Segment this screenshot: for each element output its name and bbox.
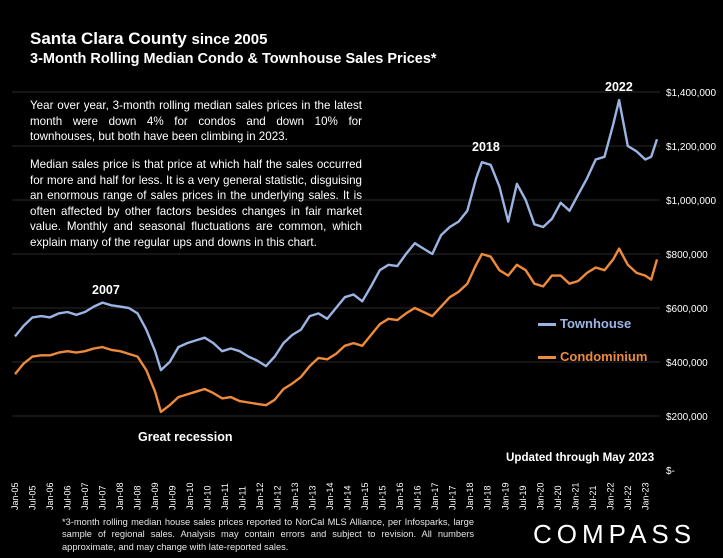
annotation-2018: 2018 <box>472 140 500 154</box>
legend-townhouse: Townhouse <box>538 316 631 331</box>
x-tick-label: Jan-13 <box>290 482 300 510</box>
x-tick-label: Jan-10 <box>185 482 195 510</box>
x-tick-label: Jul-18 <box>483 485 493 510</box>
chart-subtitle: 3-Month Rolling Median Condo & Townhouse… <box>30 51 437 67</box>
x-tick-label: Jan-18 <box>465 482 475 510</box>
x-tick-label: Jan-09 <box>150 482 160 510</box>
x-tick-label: Jul-22 <box>623 485 633 510</box>
y-tick-label: $400,000 <box>666 358 708 369</box>
x-tick-label: Jul-15 <box>378 485 388 510</box>
footnote: *3-month rolling median house sales pric… <box>62 517 474 552</box>
chart-title: Santa Clara County since 2005 <box>30 29 268 48</box>
x-tick-label: Jan-07 <box>80 482 90 510</box>
x-tick-label: Jan-23 <box>640 482 650 510</box>
x-tick-label: Jul-17 <box>448 485 458 510</box>
x-tick-label: Jan-17 <box>430 482 440 510</box>
x-tick-label: Jul-07 <box>98 485 108 510</box>
y-axis-tick-labels: $- $200,000 $400,000 $600,000 $800,000 $1,000… <box>666 88 716 477</box>
series-line-condominium <box>14 247 659 414</box>
y-tick-label: $600,000 <box>666 304 708 315</box>
x-tick-label: Jan-16 <box>395 482 405 510</box>
updated-note: Updated through May 2023 <box>506 451 655 464</box>
x-tick-label: Jul-12 <box>273 485 283 510</box>
x-tick-label: Jan-08 <box>115 482 125 510</box>
x-tick-label: Jan-11 <box>220 483 230 510</box>
x-tick-label: Jan-20 <box>535 482 545 510</box>
x-tick-label: Jul-11 <box>238 486 248 510</box>
x-tick-label: Jan-15 <box>360 482 370 510</box>
series-line-townhouse <box>14 98 659 372</box>
y-tick-label: $1,400,000 <box>666 88 716 99</box>
y-tick-label: $1,000,000 <box>666 196 716 207</box>
annotation-2022: 2022 <box>605 80 633 94</box>
summary-paragraph: Year over year, 3-month rolling median s… <box>30 99 362 144</box>
x-tick-label: Jul-09 <box>168 485 178 510</box>
x-tick-label: Jul-19 <box>518 485 528 510</box>
x-tick-label: Jan-19 <box>500 482 510 510</box>
y-tick-label: $- <box>666 466 675 477</box>
x-tick-label: Jan-12 <box>255 482 265 510</box>
x-tick-label: Jan-05 <box>10 482 20 510</box>
x-tick-label: Jul-10 <box>203 485 213 510</box>
x-axis-tick-labels: Jan-05 Jul-05 Jan-06 Jul-06 Jan-07 Jul-07 Jan-… <box>10 482 650 510</box>
series-lines <box>14 98 659 414</box>
x-tick-label: Jul-13 <box>308 485 318 510</box>
x-tick-label: Jul-16 <box>413 485 423 510</box>
y-tick-label: $1,200,000 <box>666 142 716 153</box>
x-tick-label: Jan-22 <box>605 482 615 510</box>
y-tick-label: $200,000 <box>666 412 708 423</box>
legend-swatch-condominium <box>538 356 556 360</box>
x-tick-label: Jul-06 <box>63 485 73 510</box>
x-tick-label: Jul-20 <box>553 485 563 510</box>
x-tick-label: Jul-14 <box>343 485 353 510</box>
x-tick-label: Jul-21 <box>588 485 598 510</box>
x-tick-label: Jan-14 <box>325 482 335 510</box>
x-tick-label: Jan-06 <box>45 482 55 510</box>
annotation-great-recession: Great recession <box>138 430 233 444</box>
x-tick-label: Jul-05 <box>28 485 38 510</box>
legend-condominium: Condominium <box>538 349 647 364</box>
legend-swatch-townhouse <box>538 323 556 327</box>
compass-logo: COMPASS <box>533 519 697 549</box>
annotation-2007: 2007 <box>92 283 120 297</box>
x-tick-label: Jul-08 <box>133 485 143 510</box>
x-tick-label: Jan-21 <box>570 482 580 510</box>
definition-paragraph: Median sales price is that price at whic… <box>30 158 362 249</box>
y-tick-label: $800,000 <box>666 250 708 261</box>
